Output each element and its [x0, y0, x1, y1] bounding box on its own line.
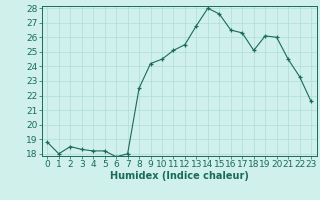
X-axis label: Humidex (Indice chaleur): Humidex (Indice chaleur)	[110, 171, 249, 181]
